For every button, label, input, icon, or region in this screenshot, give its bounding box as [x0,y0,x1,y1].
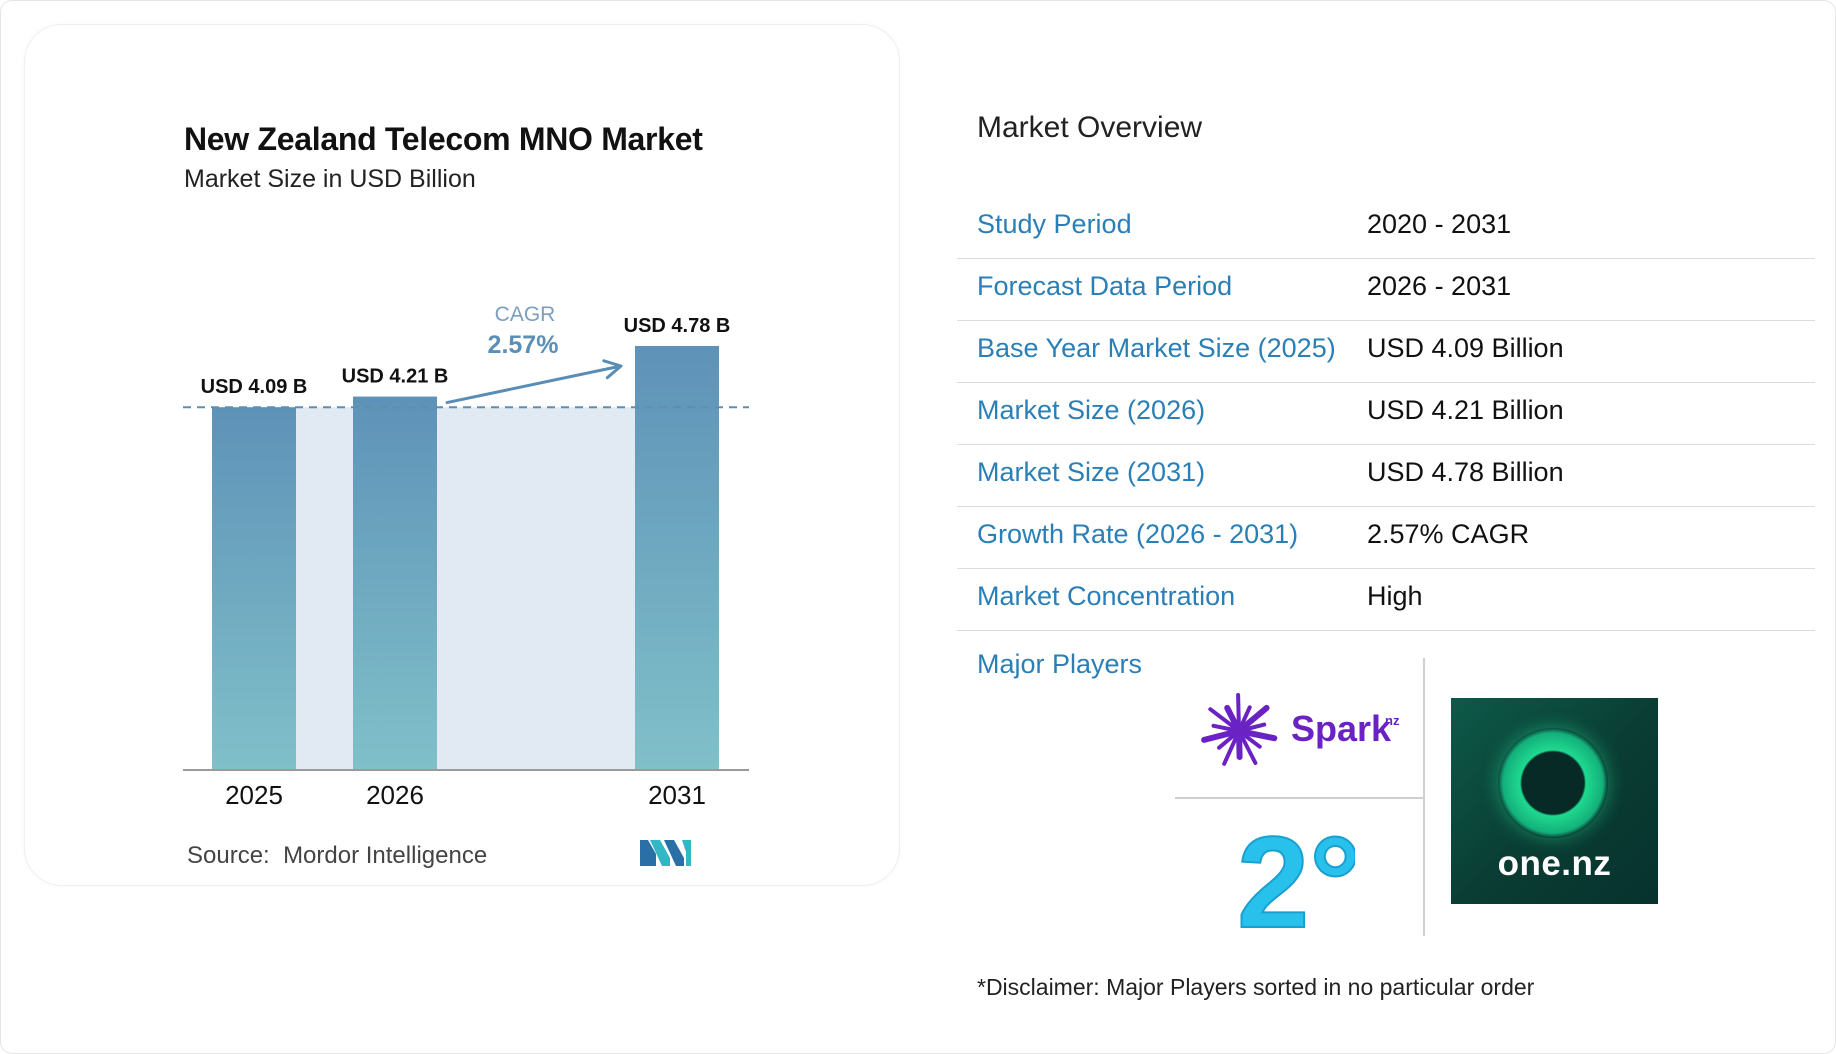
data-label-2031: USD 4.78 B [624,315,731,337]
row-value: USD 4.21 Billion [1367,395,1564,425]
x-tick-2031: 2031 [648,780,706,810]
bar-2031 [635,346,719,770]
row-key: Market Concentration [977,581,1236,611]
data-label-2026: USD 4.21 B [342,366,449,388]
overview-row: Market Concentration High [957,569,1815,631]
source-label: Source: [187,842,270,869]
row-key: Market Size (2026) [977,395,1206,425]
2degrees-wordmark: 2° [1237,809,1355,939]
bar-chart: USD 4.09 B USD 4.21 B USD 4.78 B 2025 2026 2… [183,303,749,810]
spark-wordmark: Spark [1291,708,1392,749]
overview-row: Study Period 2020 - 2031 [957,197,1815,259]
cagr-value: 2.57% [488,331,559,359]
market-overview-title: Market Overview [977,111,1203,144]
row-value: USD 4.09 Billion [1367,333,1564,363]
one-nz-ring-icon [1498,728,1608,838]
overview-row: Forecast Data Period 2026 - 2031 [957,259,1815,321]
cagr-label: CAGR [495,303,556,326]
row-value: 2020 - 2031 [1367,209,1512,239]
overview-row: Market Size (2031) USD 4.78 Billion [957,445,1815,507]
disclaimer: *Disclaimer: Major Players sorted in no … [977,974,1535,1000]
row-key: Growth Rate (2026 - 2031) [977,519,1299,549]
spark-star-icon [1201,693,1278,766]
data-label-2025: USD 4.09 B [201,376,308,398]
2degrees-logo: 2° [1236,809,1355,939]
x-tick-2026: 2026 [366,780,424,810]
overview-row: Growth Rate (2026 - 2031) 2.57% CAGR [957,507,1815,569]
chart-title: New Zealand Telecom MNO Market [184,121,703,157]
overview-row: Base Year Market Size (2025) USD 4.09 Bil… [957,321,1815,383]
spark-nz-suffix: nz [1385,713,1400,728]
row-value: 2.57% CAGR [1367,519,1530,549]
row-key: Study Period [977,209,1132,239]
row-value: 2026 - 2031 [1367,271,1512,301]
chart-subtitle: Market Size in USD Billion [184,165,476,193]
row-key: Base Year Market Size (2025) [977,333,1336,363]
mordor-intelligence-logo-icon [640,840,691,866]
source-note: Source: Mordor Intelligence [187,842,487,870]
cagr-annotation: CAGR 2.57% [445,303,623,405]
row-key: Market Size (2031) [977,457,1206,487]
major-players-label: Major Players [977,649,1143,679]
bar-2026 [353,396,437,770]
row-value: High [1367,581,1423,611]
row-value: USD 4.78 Billion [1367,457,1564,487]
overview-row: Market Size (2026) USD 4.21 Billion [957,383,1815,445]
market-overview-table: Study Period 2020 - 2031 Forecast Data Pe… [957,197,1815,631]
trend-band [254,407,677,770]
row-key: Forecast Data Period [977,271,1233,301]
source-name: Mordor Intelligence [283,842,488,869]
players-divider-horizontal [1175,797,1423,799]
bar-2025 [212,407,296,770]
players-divider-vertical [1423,658,1425,936]
spark-nz-logo: Spark nz [1201,693,1400,766]
x-tick-2025: 2025 [225,780,283,810]
one-nz-wordmark: one.nz [1497,844,1612,883]
cagr-arrow [445,359,623,405]
one-nz-logo: one.nz [1451,698,1658,904]
